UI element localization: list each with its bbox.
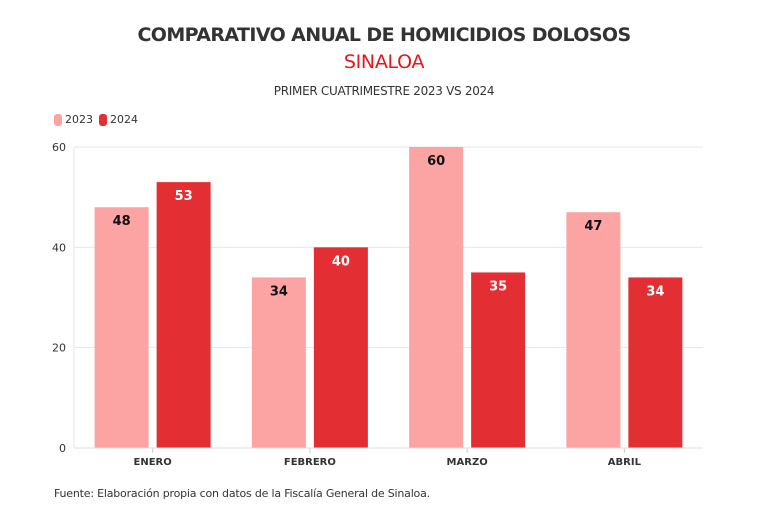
data-label-2024-marzo: 35 (489, 279, 507, 294)
data-label-2024-abril: 34 (646, 284, 664, 299)
legend-swatch-2024 (99, 113, 107, 126)
x-tick-label-abril: ABRIL (608, 457, 642, 468)
x-tick-label-enero: ENERO (134, 457, 172, 468)
legend-swatch-2023 (54, 113, 62, 126)
chart-title: COMPARATIVO ANUAL DE HOMICIDIOS DOLOSOS (137, 24, 631, 46)
data-label-2023-abril: 47 (584, 219, 602, 234)
legend-item-2024[interactable]: 2024 (99, 113, 138, 126)
data-label-2023-marzo: 60 (427, 154, 445, 169)
y-tick-label-20: 20 (52, 342, 66, 355)
bar-2024-marzo (471, 272, 526, 448)
bar-2024-enero (156, 182, 211, 448)
legend: 2023 2024 (54, 113, 144, 126)
bar-2024-febrero (313, 247, 368, 448)
x-tick-label-febrero: FEBRERO (284, 457, 336, 468)
data-label-2023-febrero: 34 (270, 284, 288, 299)
bar-2023-marzo (409, 147, 464, 448)
bar-2023-enero (94, 207, 149, 448)
chart-subtitle: PRIMER CUATRIMESTRE 2023 VS 2024 (273, 84, 495, 98)
bar-2024-abril (628, 277, 683, 448)
legend-item-2023[interactable]: 2023 (54, 113, 93, 126)
bar-2023-abril (566, 212, 621, 448)
y-tick-label-40: 40 (52, 241, 66, 254)
data-label-2023-enero: 48 (113, 214, 131, 229)
x-tick-label-marzo: MARZO (447, 457, 488, 468)
chart-region-subtitle: SINALOA (343, 51, 425, 73)
source-note: Fuente: Elaboración propia con datos de … (54, 487, 430, 500)
y-tick-label-0: 0 (59, 442, 66, 455)
y-tick-label-60: 60 (52, 141, 66, 154)
legend-label-2024: 2024 (110, 113, 138, 126)
bar-2023-febrero (251, 277, 306, 448)
data-label-2024-enero: 53 (175, 189, 193, 204)
legend-label-2023: 2023 (65, 113, 93, 126)
data-label-2024-febrero: 40 (332, 254, 350, 269)
